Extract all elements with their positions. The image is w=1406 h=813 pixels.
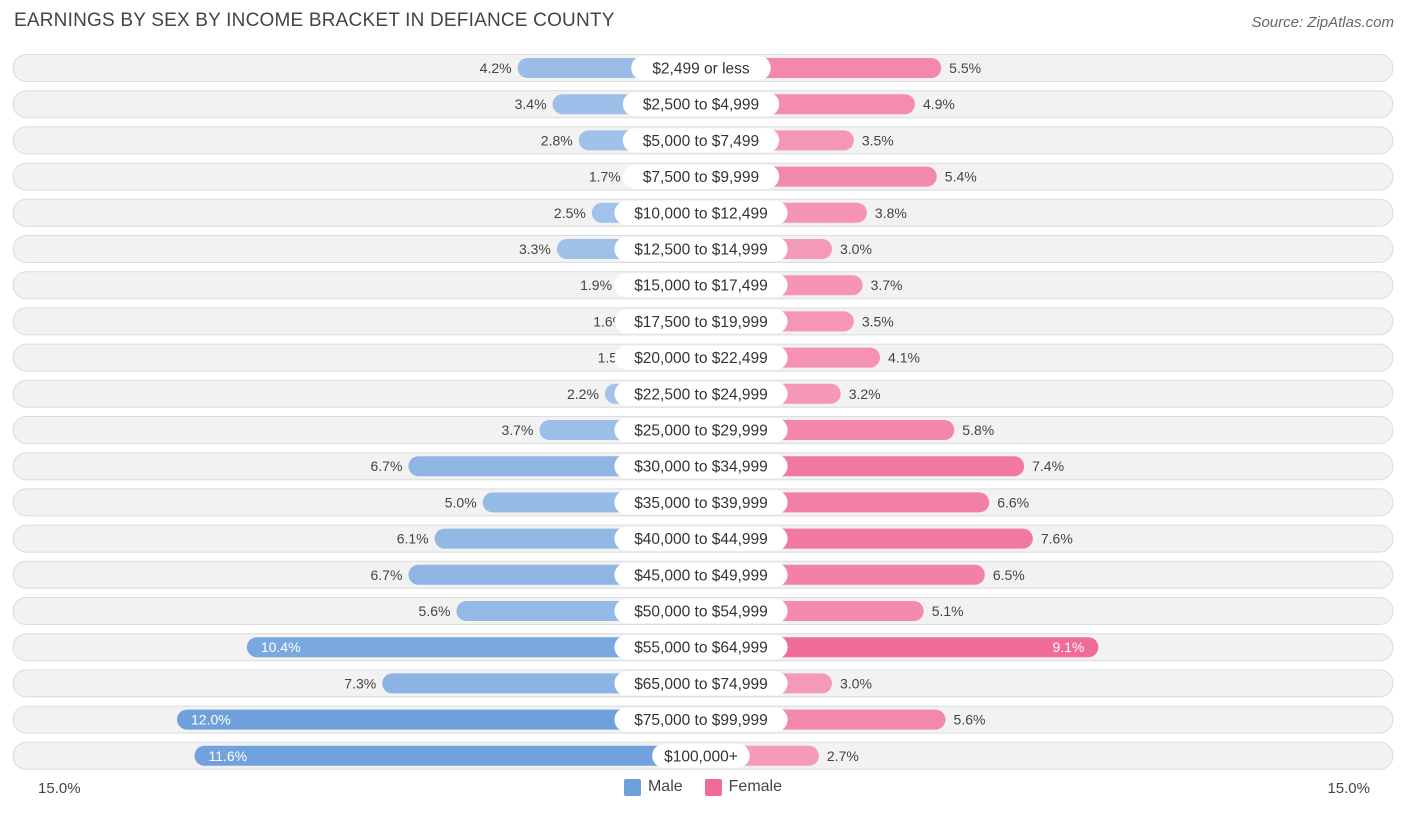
value-label-male: 3.4% (515, 96, 547, 112)
category-label: $17,500 to $19,999 (634, 314, 768, 331)
category-pill (614, 381, 788, 406)
value-label-male: 5.0% (445, 494, 477, 510)
value-label-male: 2.5% (554, 205, 586, 221)
value-label-male: 5.6% (419, 603, 451, 619)
value-label-male: 1.7% (589, 169, 621, 185)
category-label: $2,499 or less (652, 61, 750, 78)
category-label: $2,500 to $4,999 (643, 97, 759, 114)
category-label: $40,000 to $44,999 (634, 531, 768, 548)
category-pill (614, 562, 788, 587)
value-label-female: 3.2% (849, 386, 881, 402)
legend-item-female[interactable]: Female (704, 778, 783, 796)
value-label-female: 5.4% (945, 169, 977, 185)
bar-male[interactable] (246, 637, 701, 658)
source-label: Source: ZipAtlas.com (1251, 14, 1394, 31)
value-label-male: 3.3% (519, 241, 551, 257)
legend-swatch-female (704, 778, 722, 796)
value-label-male: 2.8% (541, 132, 573, 148)
category-label: $10,000 to $12,499 (634, 205, 768, 222)
bar-female[interactable] (701, 637, 1099, 658)
category-pill (622, 128, 780, 153)
bar-male[interactable] (194, 745, 701, 766)
value-label-female: 3.5% (862, 313, 894, 329)
value-label-male: 6.7% (371, 458, 403, 474)
category-label: $30,000 to $34,999 (634, 459, 768, 476)
value-label-male: 11.6% (208, 748, 247, 764)
value-label-female: 3.8% (875, 205, 907, 221)
value-label-male: 4.2% (480, 60, 512, 76)
value-label-female: 9.1% (1052, 639, 1084, 655)
category-pill (614, 599, 788, 623)
category-label: $15,000 to $17,499 (634, 278, 768, 295)
value-label-female: 2.7% (827, 748, 859, 764)
category-label: $12,500 to $14,999 (634, 242, 768, 259)
value-label-male: 6.1% (397, 531, 429, 547)
value-label-male: 6.7% (371, 567, 403, 583)
category-label: $25,000 to $29,999 (634, 423, 768, 440)
category-pill (614, 309, 788, 334)
category-label: $7,500 to $9,999 (643, 169, 759, 186)
value-label-female: 5.6% (954, 712, 986, 728)
value-label-male: 12.0% (191, 712, 231, 728)
value-label-female: 4.1% (888, 350, 920, 366)
category-pill (614, 454, 788, 479)
value-label-female: 3.0% (840, 675, 872, 691)
value-label-male: 2.2% (567, 386, 599, 402)
category-pill (622, 164, 780, 189)
category-label: $100,000+ (664, 748, 738, 765)
axis-left-label: 15.0% (38, 780, 81, 797)
value-label-female: 7.6% (1041, 531, 1073, 547)
value-label-female: 6.5% (993, 567, 1025, 583)
legend-swatch-male (623, 778, 641, 796)
category-label: $65,000 to $74,999 (634, 676, 768, 693)
category-pill (652, 743, 750, 768)
value-label-female: 3.0% (840, 241, 872, 257)
category-pill (614, 237, 788, 261)
category-label: $35,000 to $39,999 (634, 495, 768, 512)
value-label-female: 7.4% (1032, 458, 1064, 474)
bar-male[interactable] (177, 709, 701, 730)
value-label-female: 5.5% (949, 60, 981, 76)
value-label-female: 3.7% (871, 277, 903, 293)
category-label: $75,000 to $99,999 (634, 712, 768, 729)
category-pill (614, 490, 788, 515)
value-label-male: 7.3% (344, 675, 376, 691)
value-label-male: 3.7% (502, 422, 534, 438)
value-label-female: 4.9% (923, 96, 955, 112)
legend-item-male[interactable]: Male (623, 778, 683, 796)
value-label-male: 1.9% (580, 277, 612, 293)
category-pill (622, 92, 780, 117)
value-label-female: 5.1% (932, 603, 964, 619)
category-pill (614, 200, 788, 225)
axis-right-label: 15.0% (1327, 780, 1370, 797)
chart-title: EARNINGS BY SEX BY INCOME BRACKET IN DEF… (14, 10, 615, 31)
value-label-female: 5.8% (962, 422, 994, 438)
value-label-female: 6.6% (997, 494, 1029, 510)
category-label: $20,000 to $22,499 (634, 350, 768, 367)
legend: Male Female (0, 778, 1406, 796)
category-pill (614, 273, 788, 298)
category-pill (614, 345, 788, 370)
category-pill (614, 635, 788, 660)
category-pill (614, 418, 788, 442)
category-label: $50,000 to $54,999 (634, 604, 768, 621)
category-label: $22,500 to $24,999 (634, 386, 768, 403)
category-label: $45,000 to $49,999 (634, 567, 768, 584)
value-label-male: 10.4% (261, 639, 301, 655)
legend-label-male: Male (647, 778, 683, 795)
legend-label-female: Female (728, 778, 783, 795)
category-pill (614, 671, 788, 696)
category-label: $55,000 to $64,999 (634, 640, 768, 657)
category-pill (614, 526, 788, 551)
category-pill (614, 707, 788, 732)
category-label: $5,000 to $7,499 (643, 133, 759, 150)
category-pill (631, 56, 771, 80)
value-label-female: 3.5% (862, 132, 894, 148)
